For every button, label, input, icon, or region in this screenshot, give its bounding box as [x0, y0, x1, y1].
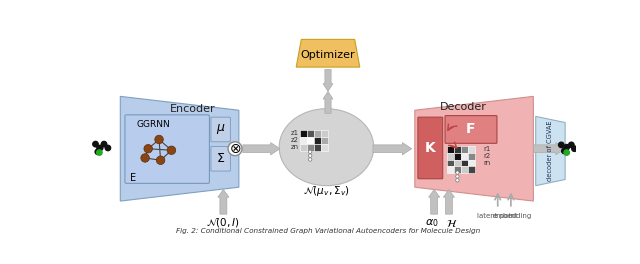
Circle shape	[564, 144, 570, 150]
Bar	[461, 146, 468, 153]
Circle shape	[456, 175, 459, 178]
Polygon shape	[120, 96, 239, 201]
Text: rn: rn	[483, 159, 490, 166]
Bar	[468, 166, 476, 173]
Bar	[468, 153, 476, 159]
Circle shape	[105, 145, 111, 151]
Bar	[300, 137, 307, 144]
Circle shape	[456, 171, 459, 174]
Bar	[307, 130, 314, 137]
FancyBboxPatch shape	[418, 117, 443, 179]
Bar	[454, 153, 461, 159]
Circle shape	[568, 142, 574, 148]
Text: $\Sigma$: $\Sigma$	[216, 152, 226, 165]
Circle shape	[97, 150, 102, 155]
Circle shape	[141, 154, 149, 162]
Text: $\mathcal{N}(\mu_v, \Sigma_v)$: $\mathcal{N}(\mu_v, \Sigma_v)$	[303, 184, 350, 198]
Circle shape	[144, 144, 152, 153]
Circle shape	[308, 150, 312, 153]
Text: z2: z2	[291, 137, 298, 143]
Text: decoder of CGVAE: decoder of CGVAE	[547, 121, 554, 181]
Bar	[447, 159, 454, 166]
Text: embedding: embedding	[493, 214, 532, 219]
Text: $\mathcal{H}$: $\mathcal{H}$	[446, 218, 458, 229]
Text: $\mu$: $\mu$	[216, 122, 226, 136]
FancyArrow shape	[218, 190, 229, 214]
Polygon shape	[536, 116, 565, 186]
Bar	[461, 159, 468, 166]
Circle shape	[308, 154, 312, 157]
Circle shape	[155, 135, 163, 144]
Circle shape	[564, 150, 570, 155]
FancyArrow shape	[323, 91, 333, 113]
Bar	[454, 159, 461, 166]
Circle shape	[97, 145, 103, 151]
Circle shape	[167, 146, 176, 154]
Text: Optimizer: Optimizer	[301, 50, 355, 60]
Bar	[447, 146, 454, 153]
Bar	[307, 144, 314, 151]
Bar	[447, 153, 454, 159]
Text: F: F	[466, 122, 476, 136]
Bar	[454, 146, 461, 153]
Bar	[321, 137, 328, 144]
Circle shape	[456, 179, 459, 182]
Text: Fig. 2: Conditional Constrained Graph Variational Autoencoders for Molecule Desi: Fig. 2: Conditional Constrained Graph Va…	[176, 228, 480, 234]
FancyArrow shape	[323, 69, 333, 91]
Circle shape	[572, 146, 577, 152]
Text: $\mathcal{N}(0, I)$: $\mathcal{N}(0, I)$	[206, 216, 241, 229]
Bar	[454, 166, 461, 173]
Bar	[461, 153, 468, 159]
Bar	[468, 159, 476, 166]
FancyArrow shape	[444, 190, 454, 214]
Bar	[314, 130, 321, 137]
Text: zn: zn	[291, 144, 298, 150]
Circle shape	[559, 142, 564, 148]
Text: K: K	[425, 141, 436, 155]
Bar	[468, 146, 476, 153]
Bar	[321, 130, 328, 137]
FancyBboxPatch shape	[211, 117, 230, 142]
FancyArrow shape	[373, 143, 412, 155]
Circle shape	[95, 149, 100, 154]
Text: z1: z1	[291, 130, 298, 136]
Text: latent point: latent point	[477, 214, 518, 219]
Ellipse shape	[279, 109, 374, 186]
Bar	[461, 166, 468, 173]
Text: Decoder: Decoder	[440, 102, 487, 112]
FancyBboxPatch shape	[125, 115, 209, 183]
Bar	[314, 137, 321, 144]
Polygon shape	[415, 96, 533, 201]
Bar	[300, 130, 307, 137]
Bar	[321, 144, 328, 151]
Circle shape	[93, 142, 98, 147]
Text: $\otimes$: $\otimes$	[229, 142, 241, 156]
Bar	[447, 166, 454, 173]
Text: Encoder: Encoder	[170, 104, 215, 114]
Polygon shape	[296, 39, 360, 67]
Text: $\alpha_0$: $\alpha_0$	[425, 218, 438, 229]
Circle shape	[308, 158, 312, 161]
FancyArrow shape	[533, 143, 565, 155]
Bar	[314, 144, 321, 151]
Circle shape	[156, 156, 165, 164]
Text: r1: r1	[483, 146, 490, 152]
Bar	[300, 144, 307, 151]
Text: r2: r2	[483, 153, 490, 159]
FancyArrow shape	[243, 143, 280, 155]
Circle shape	[228, 142, 242, 156]
Circle shape	[562, 148, 567, 154]
Bar	[307, 137, 314, 144]
FancyBboxPatch shape	[445, 116, 497, 143]
FancyArrow shape	[429, 190, 440, 214]
FancyBboxPatch shape	[211, 147, 230, 171]
Text: GGRNN: GGRNN	[137, 120, 170, 129]
Circle shape	[101, 142, 107, 147]
Text: E: E	[130, 173, 136, 183]
